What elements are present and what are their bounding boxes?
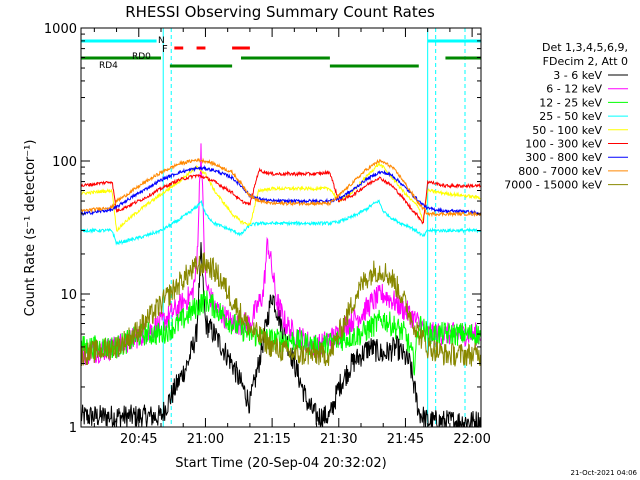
chart-title: RHESSI Observing Summary Count Rates bbox=[125, 3, 435, 21]
legend-label: 300 - 800 keV bbox=[525, 151, 602, 164]
y-tick-label: 100 bbox=[52, 155, 77, 170]
annotation-rd0: RD0 bbox=[132, 52, 151, 62]
legend-label: 3 - 6 keV bbox=[553, 69, 602, 82]
series-line-6 bbox=[80, 167, 481, 225]
x-tick-label: 21:45 bbox=[387, 432, 424, 447]
x-axis-label: Start Time (20-Sep-04 20:32:02) bbox=[175, 456, 386, 471]
legend-label: 7000 - 15000 keV bbox=[504, 179, 602, 192]
series-lines bbox=[80, 143, 481, 428]
day-night-guides bbox=[162, 28, 466, 427]
y-axis-ticks: 1 10 100 1000 bbox=[44, 22, 481, 436]
timestamp: 21-Oct-2021 04:06 bbox=[571, 469, 638, 477]
series-line-5 bbox=[80, 162, 481, 232]
x-tick-label: 20:45 bbox=[120, 432, 157, 447]
annotation-flare: F bbox=[162, 44, 168, 55]
legend-header-line-2: FDecim 2, Att 0 bbox=[543, 55, 628, 68]
x-tick-label: 21:00 bbox=[187, 432, 224, 447]
series-line-1 bbox=[80, 242, 481, 428]
legend-label: 12 - 25 keV bbox=[539, 96, 602, 109]
observing-flag-bars bbox=[81, 39, 481, 68]
x-tick-label: 21:15 bbox=[253, 432, 290, 447]
series-line-4 bbox=[80, 199, 481, 246]
x-tick-label: 21:30 bbox=[320, 432, 357, 447]
y-tick-label: 1 bbox=[69, 421, 77, 436]
series-line-9 bbox=[80, 252, 481, 367]
annotation-night: N bbox=[158, 36, 165, 46]
plot-frame bbox=[80, 27, 482, 428]
x-axis-ticks: 20:45 21:00 21:15 21:30 21:45 22:00 bbox=[93, 28, 491, 447]
annotation-rd4: RD4 bbox=[99, 61, 118, 71]
legend-label: 6 - 12 keV bbox=[546, 83, 602, 96]
y-axis-label: Count Rate (s⁻¹ detector⁻¹) bbox=[23, 140, 38, 317]
x-tick-label: 22:00 bbox=[453, 432, 490, 447]
legend-label: 800 - 7000 keV bbox=[518, 165, 602, 178]
series-line-3 bbox=[80, 290, 481, 376]
legend-label: 50 - 100 keV bbox=[532, 124, 602, 137]
legend: Det 1,3,4,5,6,9, FDecim 2, Att 0 3 - 6 k… bbox=[504, 41, 628, 192]
y-tick-label: 10 bbox=[60, 288, 77, 303]
series-line-7 bbox=[80, 164, 481, 217]
y-tick-label: 1000 bbox=[44, 22, 77, 37]
legend-header-line-1: Det 1,3,4,5,6,9, bbox=[542, 41, 628, 54]
series-line-8 bbox=[80, 157, 481, 218]
legend-label: 100 - 300 keV bbox=[525, 138, 602, 151]
legend-label: 25 - 50 keV bbox=[539, 110, 602, 123]
